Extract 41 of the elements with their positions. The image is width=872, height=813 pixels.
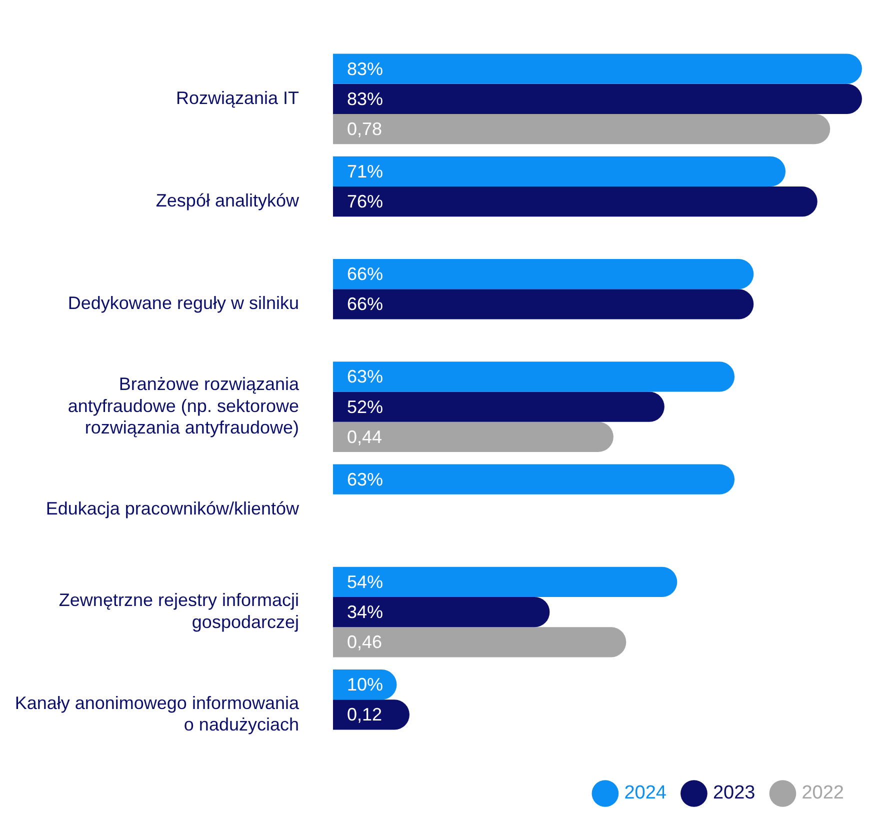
y-tick-label: Branżowe rozwiązania antyfraudowe (np. sektorowe rozwiązania antyfraudowe) bbox=[68, 374, 300, 438]
data-label: 52% bbox=[347, 396, 384, 417]
bar bbox=[333, 259, 754, 290]
y-tick-label: Edukacja pracowników/klientów bbox=[46, 498, 300, 518]
legend-label: 2024 bbox=[624, 782, 667, 804]
data-label: 76% bbox=[347, 192, 384, 212]
bar bbox=[333, 362, 735, 392]
bar bbox=[333, 422, 614, 452]
bar bbox=[333, 566, 678, 598]
bar bbox=[333, 627, 626, 658]
bar bbox=[333, 597, 550, 628]
data-label: 83% bbox=[347, 88, 384, 109]
y-tick-label: Dedykowane reguły w silniku bbox=[68, 293, 299, 314]
bar bbox=[333, 54, 862, 84]
data-label: 63% bbox=[347, 366, 384, 387]
data-label: 66% bbox=[347, 264, 384, 284]
y-tick-label: Zewnętrzne rejestry informacji gospodarczej bbox=[58, 590, 299, 632]
bar bbox=[333, 700, 410, 730]
bar bbox=[333, 464, 735, 494]
data-label: 0,46 bbox=[347, 632, 382, 652]
y-tick-label: Kanały anonimowego informowania o nadużyciach bbox=[14, 692, 300, 734]
bar bbox=[333, 289, 754, 320]
data-label: 83% bbox=[347, 58, 384, 79]
data-label: 71% bbox=[347, 161, 384, 182]
data-label: 10% bbox=[347, 674, 384, 695]
bar bbox=[333, 156, 786, 186]
legend-label: 2023 bbox=[712, 782, 756, 804]
bar bbox=[333, 392, 664, 422]
data-label: 0,78 bbox=[347, 118, 382, 139]
y-tick-label: Zespół analityków bbox=[156, 190, 300, 211]
bar bbox=[333, 114, 830, 144]
y-tick-label: Rozwiązania IT bbox=[176, 88, 300, 108]
data-label: 54% bbox=[347, 572, 384, 592]
bar bbox=[333, 186, 818, 217]
legend-label: 2022 bbox=[802, 782, 844, 804]
bar bbox=[333, 84, 862, 114]
data-label: 66% bbox=[347, 294, 384, 314]
data-label: 63% bbox=[347, 469, 384, 490]
data-label: 0,44 bbox=[347, 426, 382, 447]
data-label: 0,12 bbox=[347, 704, 382, 725]
data-label: 34% bbox=[347, 602, 384, 622]
